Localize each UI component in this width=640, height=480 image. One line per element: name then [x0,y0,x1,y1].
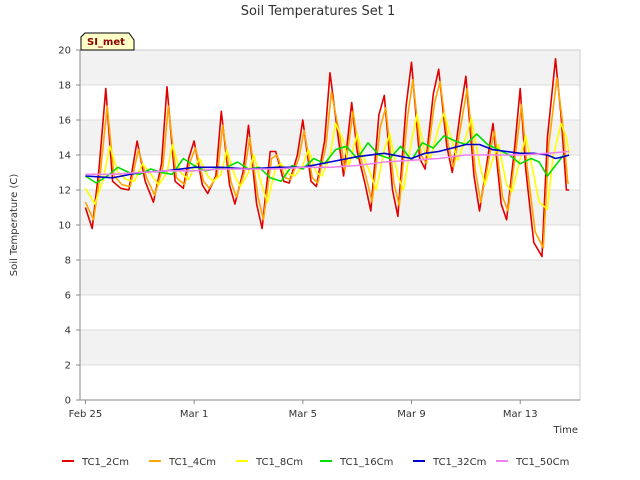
x-tick-label: Mar 13 [503,409,538,420]
y-tick-label: 12 [58,186,71,197]
legend-item-tc1-4cm: TC1_4Cm [149,457,216,468]
legend-item-tc1-32cm: TC1_32Cm [413,457,486,468]
site-badge-box [80,32,135,51]
y-tick-label: 6 [65,291,71,302]
y-tick-label: 8 [65,256,71,267]
y-tick-label: 2 [65,361,71,372]
y-tick-label: 14 [58,151,71,162]
y-tick-label: 0 [65,396,71,407]
series-line-tc1-4cm [84,77,570,249]
y-tick-label: 18 [58,81,71,92]
plot-band [80,295,580,330]
x-tick-label: Feb 25 [69,409,103,420]
legend: TC1_2Cm TC1_4Cm TC1_8Cm TC1_16Cm TC1_32Cm TC1… [62,457,569,468]
series-line-tc1-50cm [85,150,570,176]
legend-item-tc1-50cm: TC1_50Cm [496,457,569,468]
x-tick-label: Mar 1 [180,409,208,420]
plot-band [80,365,580,400]
y-tick-label: 20 [58,46,71,57]
chart-title: Soil Temperatures Set 1 [241,4,396,19]
y-tick-label: 16 [58,116,71,127]
legend-item-tc1-8cm: TC1_8Cm [236,457,303,468]
series-line-tc1-32cm [85,143,570,179]
legend-label: TC1_32Cm [432,457,486,468]
plot-band [80,330,580,365]
site-badge-label: SI_met [87,37,125,48]
y-tick-label: 10 [58,221,71,232]
y-axis-label: Soil Temperature (C) [9,174,20,277]
y-tick-label: 4 [65,326,71,337]
site-badge: SI_met [80,32,135,51]
plot-band [80,120,580,155]
y-tick-labels: 0 2 4 6 8 10 12 14 16 18 20 [58,46,80,407]
legend-label: TC1_16Cm [339,457,393,468]
legend-label: TC1_8Cm [255,457,303,468]
plot-band [80,155,580,190]
x-axis-label: Time [553,425,578,436]
x-tick-label: Mar 5 [289,409,317,420]
plot-band [80,260,580,295]
plot-band [80,225,580,260]
legend-label: TC1_4Cm [168,457,216,468]
x-tick-label: Mar 9 [397,409,425,420]
series-lines [84,57,570,258]
series-line-tc1-8cm [84,112,570,211]
legend-item-tc1-16cm: TC1_16Cm [320,457,393,468]
legend-item-tc1-2cm: TC1_2Cm [62,457,129,468]
series-line-tc1-16cm [84,133,565,184]
plot-band [80,190,580,225]
legend-label: TC1_50Cm [515,457,569,468]
legend-label: TC1_2Cm [81,457,129,468]
x-tick-labels: Feb 25 Mar 1 Mar 5 Mar 9 Mar 13 [69,400,538,420]
